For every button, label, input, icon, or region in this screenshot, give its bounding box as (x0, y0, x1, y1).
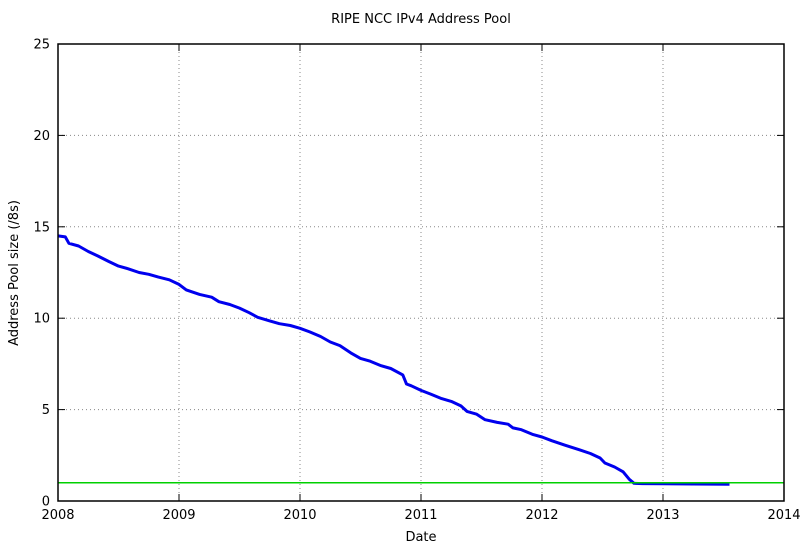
x-axis-label: Date (405, 530, 436, 545)
y-tick-label: 10 (33, 312, 50, 327)
x-tick-label: 2011 (404, 508, 437, 523)
ipv4-address-pool-line (57, 234, 730, 486)
y-tick-label: 25 (33, 38, 50, 53)
plot-border (57, 43, 785, 502)
y-axis-label: Address Pool size (/8s) (7, 200, 22, 346)
y-tick-label: 15 (33, 220, 50, 235)
x-tick-label: 2014 (767, 508, 800, 523)
x-tick-label: 2008 (41, 508, 74, 523)
x-tick-label: 2010 (283, 508, 316, 523)
x-tick-label: 2009 (162, 508, 195, 523)
y-tick-label: 0 (42, 495, 50, 510)
y-tick-label: 5 (42, 403, 50, 418)
x-tick-label: 2012 (525, 508, 558, 523)
x-tick-label: 2013 (646, 508, 679, 523)
chart-title: RIPE NCC IPv4 Address Pool (331, 12, 511, 27)
y-tick-label: 20 (33, 129, 50, 144)
